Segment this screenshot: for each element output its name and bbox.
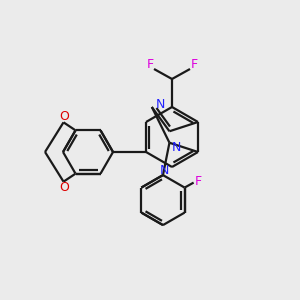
- Text: O: O: [60, 181, 70, 194]
- Text: N: N: [159, 164, 169, 176]
- Text: N: N: [172, 141, 181, 154]
- Text: O: O: [60, 110, 70, 123]
- Text: F: F: [195, 175, 202, 188]
- Text: F: F: [190, 58, 198, 70]
- Text: N: N: [156, 98, 166, 110]
- Text: F: F: [146, 58, 154, 70]
